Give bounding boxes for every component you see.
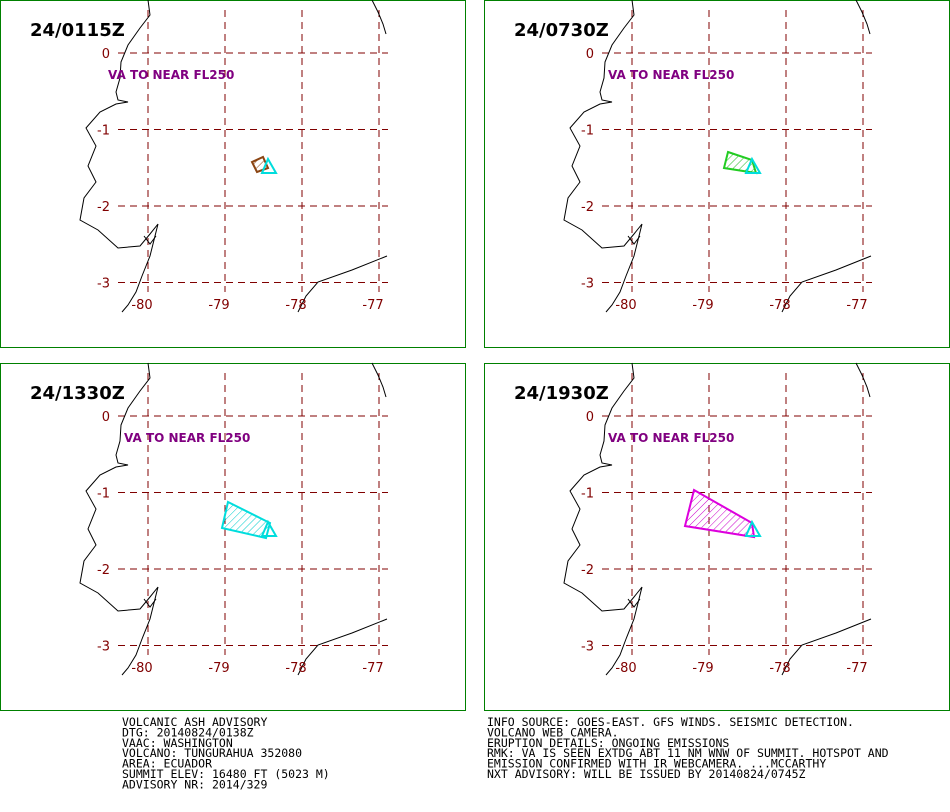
advisory-line: ADVISORY NR: 2014/329: [122, 777, 267, 791]
lon-label: -79: [692, 298, 713, 313]
volcano-marker: [744, 156, 762, 174]
advisory-line: DTG: 20140824/0138Z: [122, 725, 254, 739]
lon-label: -79: [208, 661, 229, 676]
lon-label: -78: [769, 298, 790, 313]
lat-label: -1: [97, 487, 110, 502]
advisory-line: INFO SOURCE: GOES-EAST. GFS WINDS. SEISM…: [487, 715, 854, 729]
lat-label: -2: [97, 200, 110, 215]
panel: 24/0730Z VA TO NEAR FL250 0 -1 -2 -3 -80 -79 -…: [484, 0, 950, 348]
panel-time: 24/1330Z: [30, 383, 125, 404]
lat-label: -2: [97, 563, 110, 578]
coastline: [563, 0, 872, 313]
annotation: VA TO NEAR FL250: [108, 68, 234, 82]
lon-label: -77: [846, 661, 867, 676]
ash-area: [683, 488, 756, 539]
panel: 24/1930Z VA TO NEAR FL250 0 -1 -2 -3 -80 -79 -…: [484, 362, 950, 711]
advisory-line: VOLCANIC ASH ADVISORY: [122, 715, 267, 729]
lon-label: -80: [615, 298, 636, 313]
lat-label: -2: [581, 200, 594, 215]
lon-label: -78: [285, 298, 306, 313]
panel-frame: [0, 363, 466, 711]
panel: 24/0115Z VA TO NEAR FL250 0 -1 -2 -3 -80 -79 -…: [0, 0, 466, 348]
lon-label: -77: [362, 298, 383, 313]
advisory-line: EMISSION CONFIRMED WITH IR WEBCAMERA. ..…: [487, 757, 826, 771]
annotation: VA TO NEAR FL250: [124, 431, 250, 445]
volcano-marker: [260, 156, 278, 174]
lat-label: -1: [581, 124, 594, 139]
lat-label: -3: [97, 277, 110, 292]
lat-label: -3: [581, 277, 594, 292]
lat-label: 0: [102, 47, 110, 62]
advisory-line: NXT ADVISORY: WILL BE ISSUED BY 20140824…: [487, 767, 806, 781]
panel: 24/1330Z VA TO NEAR FL250 0 -1 -2 -3 -80 -79 -…: [0, 362, 466, 711]
lon-label: -80: [615, 661, 636, 676]
lon-label: -78: [769, 661, 790, 676]
volcano-marker: [744, 519, 762, 537]
panel-time: 24/0730Z: [514, 20, 609, 41]
lon-label: -77: [362, 661, 383, 676]
panel-time: 24/0115Z: [30, 20, 125, 41]
annotation: VA TO NEAR FL250: [608, 68, 734, 82]
advisory-line: SUMMIT ELEV: 16480 FT (5023 M): [122, 767, 330, 781]
panel-time: 24/1930Z: [514, 383, 609, 404]
advisory-line: VOLCANO: TUNGURAHUA 352080: [122, 746, 302, 760]
lat-label: -1: [97, 124, 110, 139]
lon-label: -79: [208, 298, 229, 313]
lon-label: -80: [131, 298, 152, 313]
annotation: VA TO NEAR FL250: [608, 431, 734, 445]
ash-area: [220, 500, 272, 540]
lat-label: -1: [581, 487, 594, 502]
lat-label: 0: [586, 410, 594, 425]
advisory-line: VOLCANO WEB CAMERA.: [487, 725, 619, 739]
panel-frame: [0, 0, 466, 348]
lat-label: -2: [581, 563, 594, 578]
coastline: [79, 0, 388, 313]
lat-label: 0: [586, 47, 594, 62]
lon-label: -78: [285, 661, 306, 676]
lon-label: -80: [131, 661, 152, 676]
lon-label: -79: [692, 661, 713, 676]
lon-label: -77: [846, 298, 867, 313]
advisory-line: VAAC: WASHINGTON: [122, 736, 233, 750]
volcano-marker: [260, 519, 278, 537]
lat-label: -3: [97, 640, 110, 655]
advisory-line: ERUPTION DETAILS: ONGOING EMISSIONS: [487, 736, 729, 750]
lat-label: -3: [581, 640, 594, 655]
lat-label: 0: [102, 410, 110, 425]
advisory-line: AREA: ECUADOR: [122, 757, 212, 771]
advisory-line: RMK: VA IS SEEN EXTDG ABT 11 NM WNW OF S…: [487, 746, 889, 760]
